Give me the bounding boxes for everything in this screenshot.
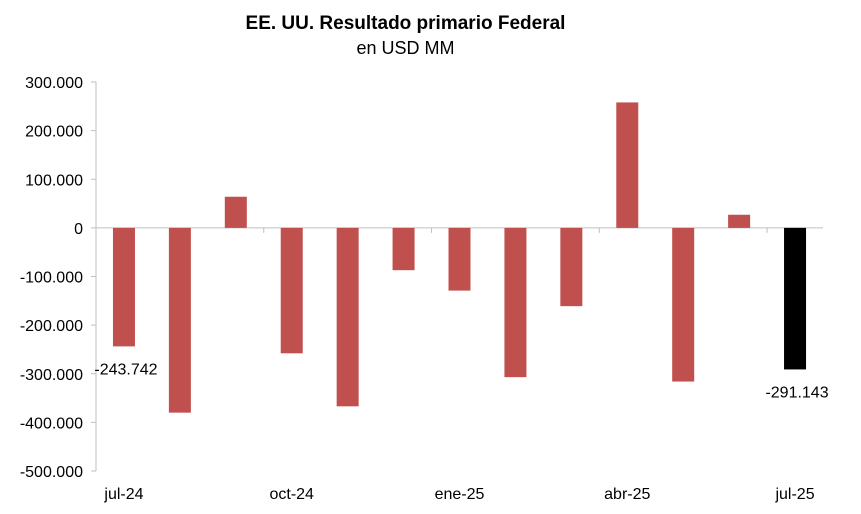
y-tick-label: -200.000 bbox=[20, 318, 83, 335]
bar-sep-24 bbox=[224, 196, 247, 228]
bar-mar-25 bbox=[560, 227, 583, 307]
bar-ago-24 bbox=[168, 227, 191, 413]
x-tick-label: jul-24 bbox=[103, 486, 143, 503]
y-tick-label: -400.000 bbox=[20, 415, 83, 432]
y-tick-label: 200.000 bbox=[25, 124, 83, 141]
bar-nov-24 bbox=[336, 227, 359, 407]
bar-may-25 bbox=[672, 227, 695, 382]
bar-dic-24 bbox=[392, 227, 415, 271]
bar-jun-25 bbox=[728, 214, 751, 228]
y-tick-label: -500.000 bbox=[20, 464, 83, 481]
chart-subtitle: en USD MM bbox=[356, 38, 455, 58]
bar-oct-24 bbox=[280, 227, 303, 354]
bar-ene-25 bbox=[448, 227, 471, 291]
bar-jul-24 bbox=[112, 227, 135, 347]
y-tick-label: -100.000 bbox=[20, 270, 83, 287]
x-tick-label: ene-25 bbox=[435, 486, 485, 503]
y-tick-label: -300.000 bbox=[20, 367, 83, 384]
y-tick-label: 0 bbox=[74, 221, 83, 238]
y-tick-label: 100.000 bbox=[25, 172, 83, 189]
x-tick-label: abr-25 bbox=[604, 486, 650, 503]
x-tick-label: oct-24 bbox=[269, 486, 314, 503]
bar-abr-25 bbox=[616, 102, 639, 228]
bar-jul-25 bbox=[784, 227, 807, 370]
data-label: -243.742 bbox=[94, 361, 157, 378]
y-tick-label: 300.000 bbox=[25, 75, 83, 92]
bar-feb-25 bbox=[504, 227, 527, 378]
x-tick-label: jul-25 bbox=[774, 486, 814, 503]
chart-title: EE. UU. Resultado primario Federal bbox=[245, 13, 566, 34]
data-label: -291.143 bbox=[765, 384, 828, 401]
